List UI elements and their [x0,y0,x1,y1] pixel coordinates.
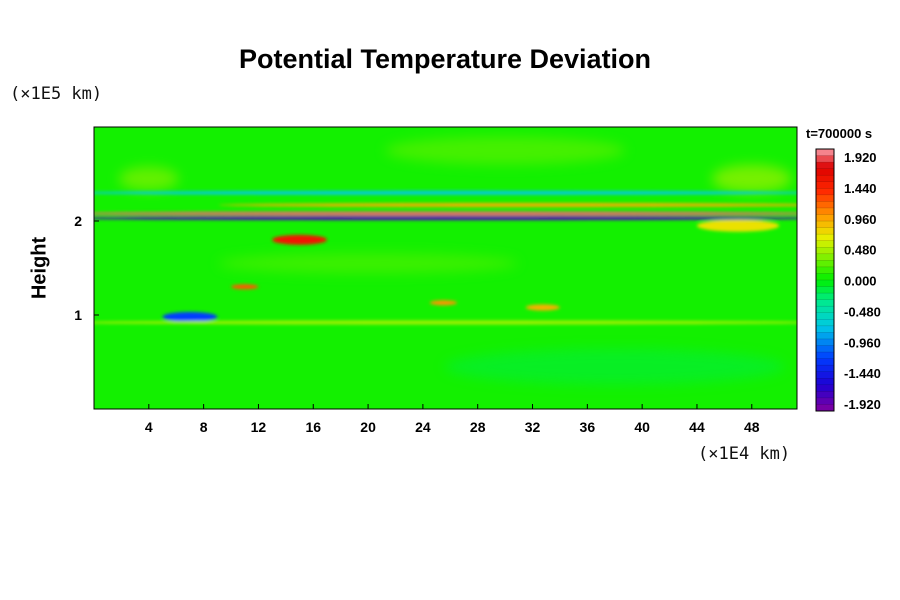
colorbar-swatch [816,188,834,196]
colorbar-swatch [816,162,834,170]
x-tick-label: 24 [415,419,431,435]
heatmap-feature [272,234,327,245]
chart-title: Potential Temperature Deviation [238,44,652,74]
colorbar-swatch [816,253,834,261]
x-tick-label: 32 [525,419,541,435]
heatmap-feature [94,216,797,221]
colorbar-swatch [816,280,834,287]
plot-area [94,127,797,409]
colorbar-swatch [816,306,834,314]
colorbar-swatch [816,299,834,307]
colorbar-swatch [816,181,834,189]
colorbar-swatch [816,201,834,209]
colorbar-label: 0.480 [844,243,877,258]
time-label: t=700000 s [806,126,873,141]
colorbar-label: -1.920 [844,397,881,412]
colorbar-swatch [816,175,834,183]
colorbar-swatch [816,194,834,202]
colorbar-swatch [816,234,834,242]
colorbar-label: -0.480 [844,304,881,319]
colorbar-label: 0.960 [844,212,877,227]
colorbar-swatch [816,332,834,340]
colorbar-swatch [816,214,834,222]
x-tick-label: 20 [360,419,376,435]
x-axis-ticks: 4 8 12 16 20 24 28 32 36 40 44 48 [145,404,760,435]
colorbar-label: 1.920 [844,150,877,165]
x-tick-label: 12 [251,419,267,435]
plot-frame [93,126,798,410]
colorbar-swatch [816,149,834,156]
colorbar-swatch [816,338,834,346]
colorbar-swatch [816,286,834,294]
colorbar-swatch [816,404,834,412]
colorbar: 1.920 1.440 0.960 0.480 0.000 -0.480 -0.960 -1.… [815,148,881,412]
colorbar-swatch [816,260,834,268]
colorbar-swatch [816,207,834,215]
colorbar-label: -1.440 [844,366,881,381]
colorbar-swatch [816,168,834,176]
colorbar-swatch [816,345,834,353]
colorbar-label: -0.960 [844,335,881,350]
heatmap-feature [94,211,797,216]
colorbar-swatch [816,365,834,373]
heatmap-feature [162,311,218,322]
heatmap-feature [94,320,797,325]
colorbar-swatch [816,266,834,274]
colorbar-swatch [816,227,834,235]
x-tick-label: 36 [580,419,596,435]
colorbar-swatch [816,240,834,248]
colorbar-label: 1.440 [844,181,877,196]
colorbar-swatch [816,391,834,399]
colorbar-swatch [816,378,834,386]
x-tick-label: 16 [305,419,321,435]
colorbar-swatch [816,397,834,405]
x-tick-label: 44 [689,419,705,435]
colorbar-swatch [816,247,834,255]
heatmap-feature [218,203,797,208]
colorbar-swatch [816,371,834,379]
y-tick-label: 1 [74,307,82,323]
heatmap-feature [525,304,560,311]
colorbar-swatch [816,384,834,392]
colorbar-swatch [816,319,834,327]
colorbar-swatch [816,312,834,320]
x-tick-label: 4 [145,419,153,435]
colorbar-swatch [816,352,834,359]
x-tick-label: 48 [744,419,760,435]
y-axis-unit: (×1E5 km) [10,84,103,104]
colorbar-swatch [816,293,834,301]
x-tick-label: 40 [634,419,650,435]
heatmap-feature [429,300,458,306]
x-axis-unit: (×1E4 km) [698,444,791,464]
colorbar-swatch [816,155,834,163]
colorbar-label: 0.000 [844,274,877,289]
heatmap-feature [696,219,780,232]
heatmap-feature [94,190,797,195]
colorbar-swatch [816,358,834,366]
heatmap-feature [231,284,259,290]
colorbar-swatch [816,221,834,228]
colorbar-swatch [816,325,834,333]
colorbar-swatch [816,273,834,281]
y-axis-ticks: 12 [74,213,99,323]
y-tick-label: 2 [74,213,82,229]
x-tick-label: 28 [470,419,486,435]
x-tick-label: 8 [200,419,208,435]
